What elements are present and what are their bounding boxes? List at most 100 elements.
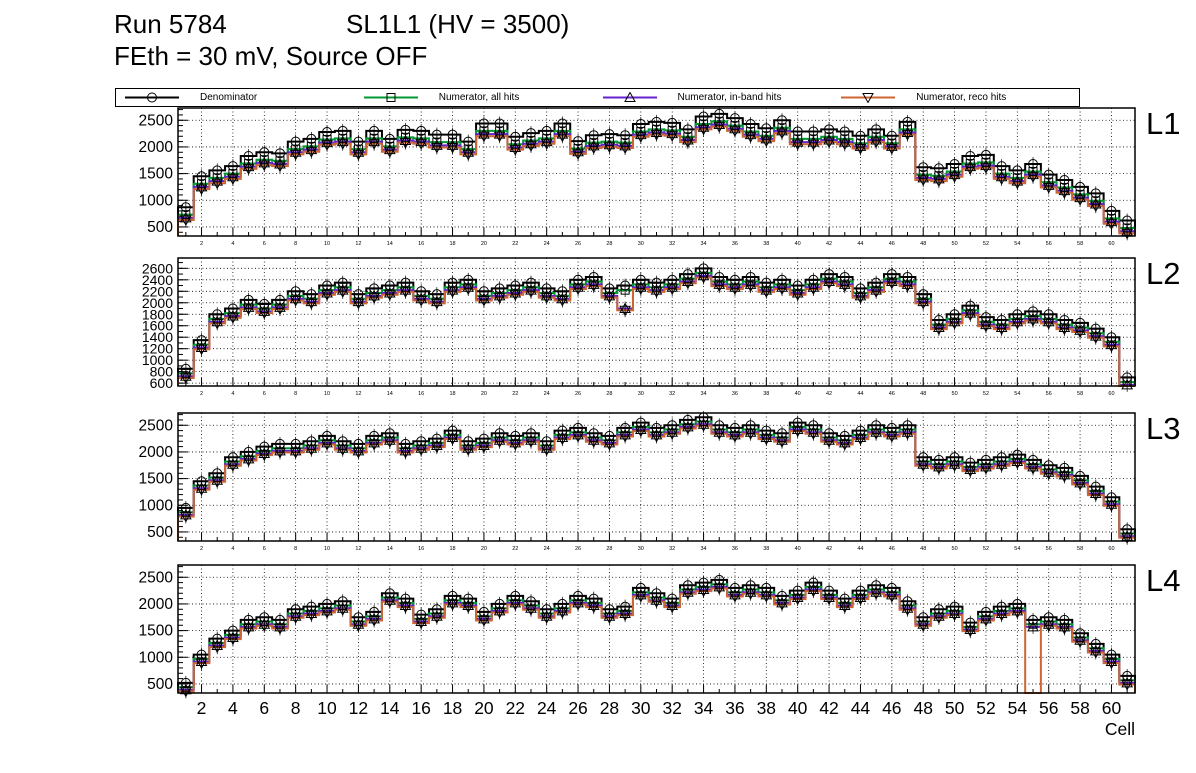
svg-text:20: 20 [481,546,487,552]
svg-text:2500: 2500 [139,417,174,434]
svg-text:12: 12 [355,391,361,397]
square-marker-icon [363,93,418,102]
svg-text:38: 38 [763,546,769,552]
svg-text:56: 56 [1046,546,1052,552]
svg-text:10: 10 [324,546,330,552]
legend-item-denominator: Denominator [124,92,363,103]
layer-label-l4: L4 [1146,563,1181,598]
svg-text:58: 58 [1070,698,1089,718]
legend-label: Numerator, in-band hits [677,92,782,103]
svg-text:12: 12 [349,698,368,718]
svg-text:28: 28 [600,698,619,718]
layer-label-l1: L1 [1146,106,1181,141]
layer-label-l3: L3 [1146,411,1181,446]
svg-text:36: 36 [725,698,744,718]
svg-text:16: 16 [418,546,424,552]
svg-text:26: 26 [575,546,581,552]
svg-text:8: 8 [294,391,297,397]
svg-text:8: 8 [294,241,297,247]
svg-text:34: 34 [694,698,714,718]
svg-text:60: 60 [1102,698,1122,718]
svg-text:2: 2 [200,241,203,247]
svg-text:2000: 2000 [139,444,174,461]
svg-text:14: 14 [387,391,393,397]
svg-text:44: 44 [857,241,863,247]
svg-text:36: 36 [732,391,738,397]
svg-text:22: 22 [512,391,518,397]
svg-text:16: 16 [418,391,424,397]
legend-item-numerator-all-hits: Numerator, all hits [363,92,602,103]
svg-text:1000: 1000 [139,497,174,514]
svg-text:32: 32 [669,391,675,397]
svg-text:24: 24 [544,241,550,247]
svg-text:2600: 2600 [142,260,173,276]
svg-text:500: 500 [147,219,173,236]
svg-text:6: 6 [259,698,269,718]
svg-text:32: 32 [669,546,675,552]
svg-text:6: 6 [263,546,266,552]
panel-l2-plot: 6008001000120014001600180020002200240026… [142,257,1136,397]
svg-text:56: 56 [1046,241,1052,247]
svg-text:22: 22 [506,698,525,718]
svg-text:1000: 1000 [139,192,174,209]
svg-text:50: 50 [952,546,958,552]
svg-text:4: 4 [231,391,234,397]
circle-marker-icon [125,92,179,103]
svg-text:6: 6 [263,241,266,247]
run-number-label: Run 5784 [114,9,227,39]
svg-text:26: 26 [568,698,587,718]
svg-text:42: 42 [826,546,832,552]
svg-text:34: 34 [701,241,707,247]
svg-text:58: 58 [1077,546,1083,552]
svg-text:42: 42 [826,241,832,247]
svg-text:1500: 1500 [139,471,174,488]
svg-text:4: 4 [231,241,234,247]
title-line1: Run 5784 SL1L1 (HV = 3500) [114,8,569,40]
svg-text:1500: 1500 [139,623,174,640]
svg-text:22: 22 [512,241,518,247]
svg-text:2000: 2000 [139,139,174,156]
svg-text:500: 500 [147,524,173,541]
svg-text:30: 30 [638,241,644,247]
triangle-up-marker-icon [602,92,657,102]
svg-text:52: 52 [983,546,989,552]
svg-text:40: 40 [795,241,801,247]
layer-label-l2: L2 [1146,256,1181,291]
svg-text:16: 16 [411,698,430,718]
svg-text:20: 20 [481,391,487,397]
svg-text:2500: 2500 [139,112,174,129]
svg-text:40: 40 [788,698,808,718]
svg-text:52: 52 [976,698,995,718]
svg-text:10: 10 [324,391,330,397]
svg-text:2500: 2500 [139,569,174,586]
svg-text:2000: 2000 [139,596,174,613]
svg-text:24: 24 [537,698,557,718]
svg-text:1500: 1500 [139,166,174,183]
svg-text:46: 46 [889,241,895,247]
title-line2: FEth = 30 mV, Source OFF [114,41,428,71]
svg-text:50: 50 [945,698,965,718]
legend-label: Numerator, reco hits [916,92,1007,103]
svg-text:1600: 1600 [142,318,173,334]
svg-text:46: 46 [889,546,895,552]
svg-text:40: 40 [795,391,801,397]
svg-text:2000: 2000 [142,295,173,311]
svg-text:1000: 1000 [139,649,174,666]
svg-text:18: 18 [449,546,455,552]
svg-text:54: 54 [1014,546,1020,552]
svg-text:56: 56 [1039,698,1058,718]
svg-text:30: 30 [638,391,644,397]
svg-text:60: 60 [1108,391,1114,397]
svg-text:60: 60 [1108,546,1114,552]
legend-label: Denominator [200,92,258,103]
svg-text:26: 26 [575,241,581,247]
svg-text:800: 800 [150,364,174,380]
svg-text:2400: 2400 [142,272,173,288]
svg-text:2200: 2200 [142,283,173,299]
svg-text:8: 8 [294,546,297,552]
svg-text:38: 38 [763,241,769,247]
plot-title: Run 5784 SL1L1 (HV = 3500) FEth = 30 mV, … [114,8,569,72]
svg-text:44: 44 [851,698,871,718]
